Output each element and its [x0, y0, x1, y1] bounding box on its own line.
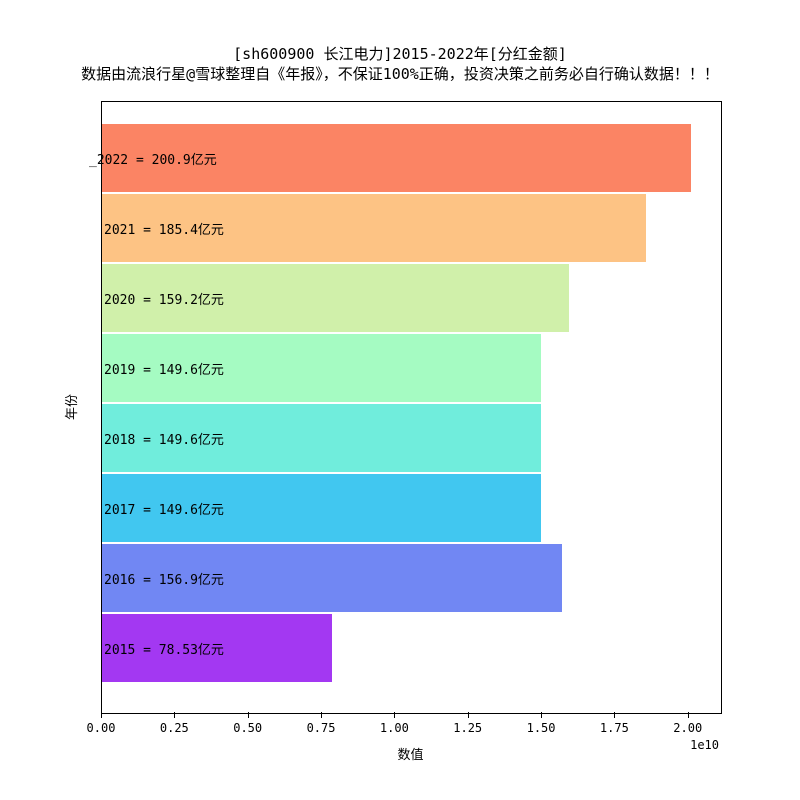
bar-2016: 2016 = 156.9亿元: [102, 544, 562, 612]
x-tick-label: 0.75: [306, 721, 336, 735]
bar-label-2015: 2015 = 78.53亿元: [104, 642, 224, 658]
bar-label-2016: 2016 = 156.9亿元: [104, 572, 224, 588]
plot-area: _2022 = 200.9亿元 2021 = 185.4亿元 2020 = 15…: [89, 101, 722, 714]
title-block: [sh600900 长江电力]2015-2022年[分红金额] 数据由流浪行星@…: [0, 44, 800, 85]
chart-subtitle: 数据由流浪行星@雪球整理自《年报》，不保证100%正确，投资决策之前务必自行确认…: [81, 65, 719, 83]
bar-2017: 2017 = 149.6亿元: [102, 474, 541, 542]
x-tick-mark: [247, 712, 249, 718]
bar-2022: _2022 = 200.9亿元: [89, 124, 691, 192]
bar-label-2017: 2017 = 149.6亿元: [104, 502, 224, 518]
x-tick-mark: [321, 712, 323, 718]
bar-label-2020: 2020 = 159.2亿元: [104, 292, 224, 308]
x-tick-label: 0.25: [159, 721, 189, 735]
x-tick-label: 0.50: [233, 721, 263, 735]
x-tick-mark: [394, 712, 396, 718]
bar-label-2019: 2019 = 149.6亿元: [104, 362, 224, 378]
x-tick-label: 0.00: [86, 721, 116, 735]
x-tick-label: 1.75: [599, 721, 629, 735]
bar-2020: 2020 = 159.2亿元: [102, 264, 569, 332]
x-tick-mark: [687, 712, 689, 718]
bar-2021: 2021 = 185.4亿元: [102, 194, 646, 262]
bar-2018: 2018 = 149.6亿元: [102, 404, 541, 472]
x-axis-title: 数值: [397, 748, 424, 763]
y-axis-title: 年份: [65, 394, 80, 421]
bar-2015: 2015 = 78.53亿元: [102, 614, 332, 682]
bar-label-2021: 2021 = 185.4亿元: [104, 222, 224, 238]
x-tick-mark: [174, 712, 176, 718]
x-tick-label: 1.25: [453, 721, 483, 735]
bar-label-2022: _2022 = 200.9亿元: [89, 152, 217, 168]
x-tick-mark: [101, 712, 102, 718]
x-tick-label: 1.00: [379, 721, 409, 735]
x-tick-label: 1.50: [526, 721, 556, 735]
x-axis: 0.00 0.25 0.50 0.75 1.00 1.25 1.50 1.75 …: [87, 712, 720, 760]
x-axis-scale-label: 1e10: [690, 738, 719, 752]
x-tick-label: 2.00: [673, 721, 703, 735]
bar-2019: 2019 = 149.6亿元: [102, 334, 541, 402]
bar-label-2018: 2018 = 149.6亿元: [104, 432, 224, 448]
x-tick-mark: [614, 712, 616, 718]
x-tick-mark: [467, 712, 469, 718]
chart-title: [sh600900 长江电力]2015-2022年[分红金额]: [233, 45, 567, 63]
x-tick-mark: [541, 712, 543, 718]
